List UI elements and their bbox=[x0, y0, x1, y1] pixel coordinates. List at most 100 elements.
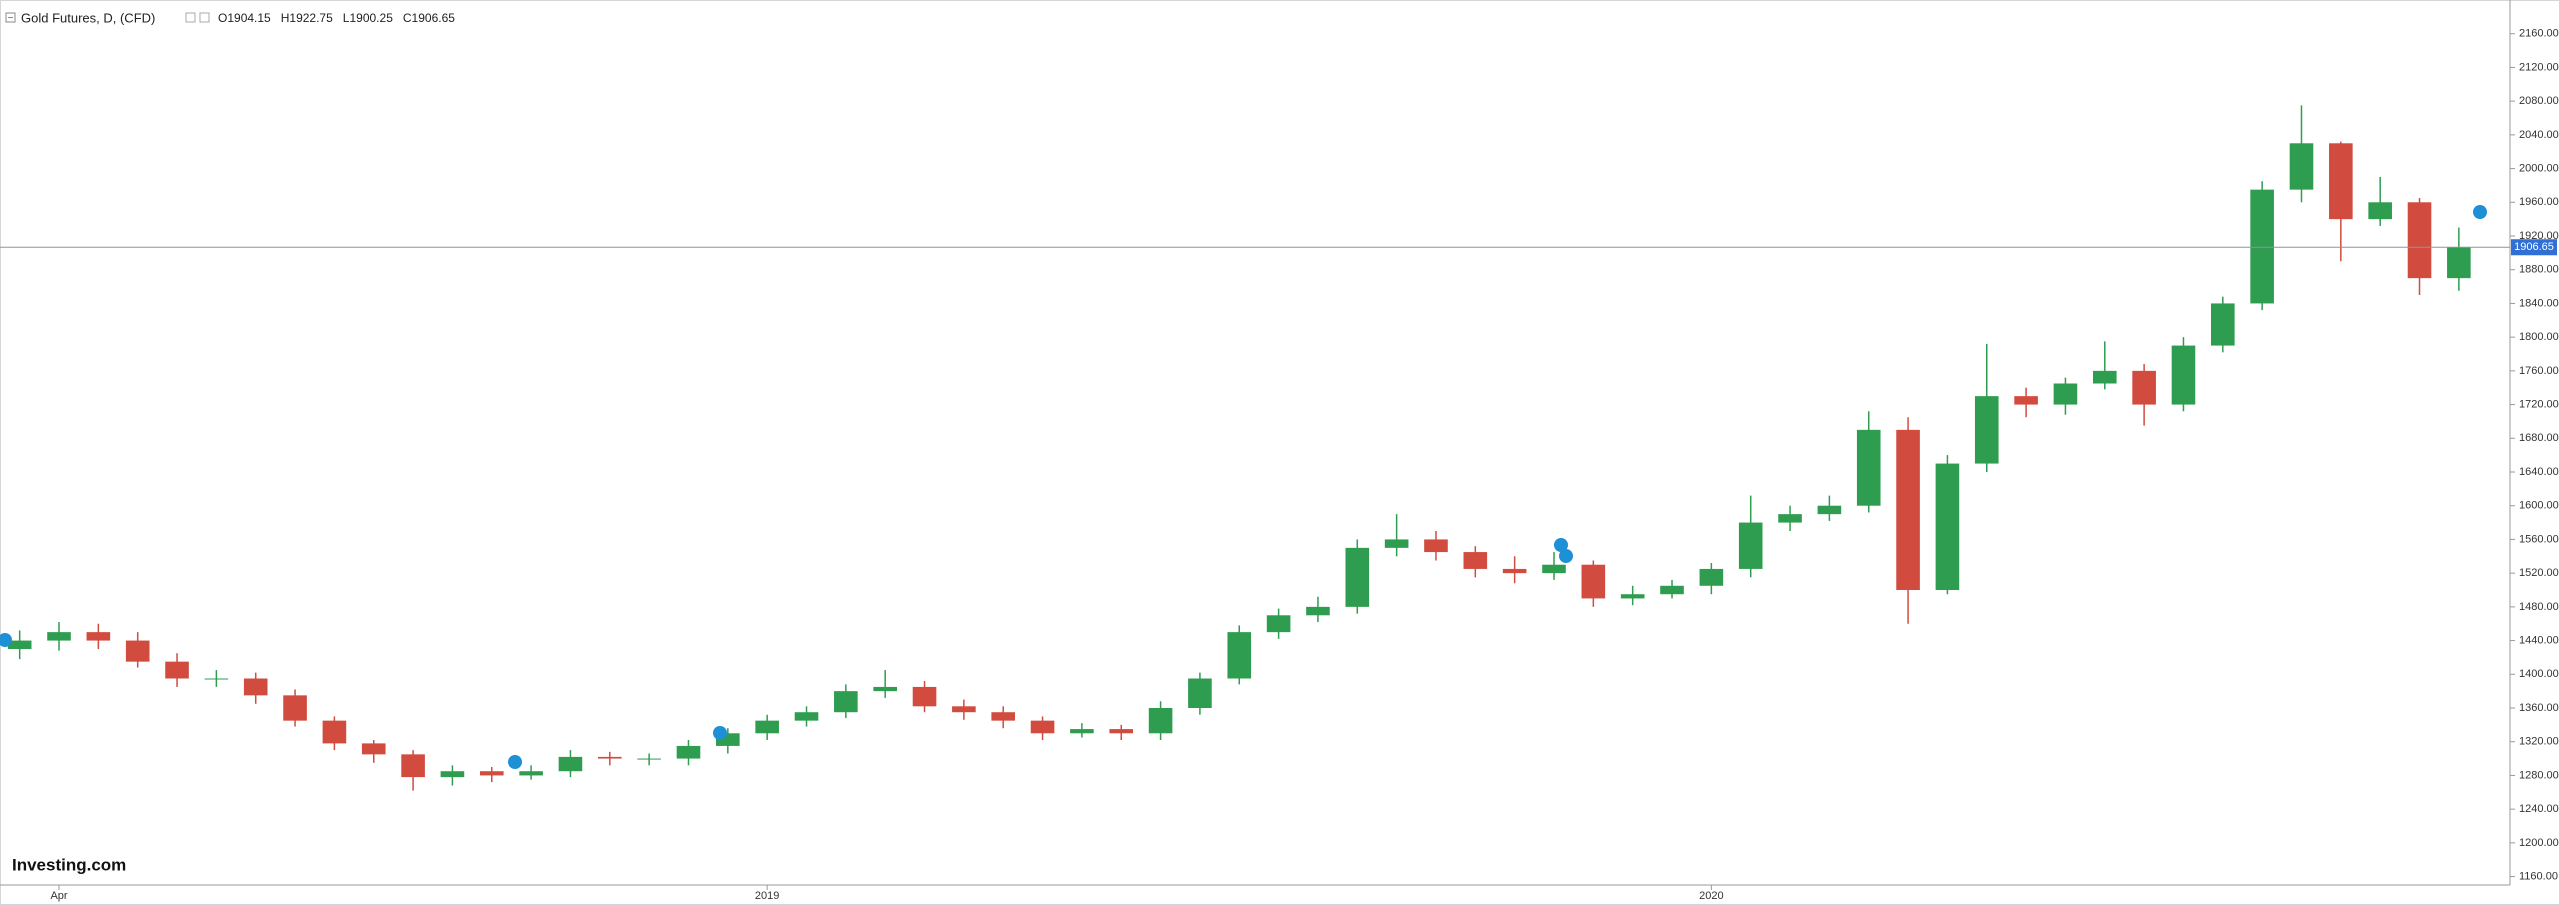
event-marker[interactable] bbox=[1559, 549, 1573, 563]
collapse-icon[interactable] bbox=[5, 12, 16, 23]
candle-body bbox=[7, 640, 32, 649]
candle-body bbox=[1109, 729, 1134, 734]
x-tick-label: Apr bbox=[50, 890, 67, 902]
candle-body bbox=[1306, 606, 1330, 616]
y-tick-label: 1480.00 bbox=[2519, 601, 2559, 613]
ohlc-item: L1900.25 bbox=[343, 11, 393, 25]
y-tick-label: 1400.00 bbox=[2519, 668, 2559, 680]
candle-body bbox=[86, 632, 111, 641]
y-tick-label: 2040.00 bbox=[2519, 129, 2559, 141]
ohlc-key: L bbox=[343, 11, 350, 25]
candle-body bbox=[519, 771, 543, 776]
candle-body bbox=[1345, 547, 1370, 607]
y-tick-label: 1960.00 bbox=[2519, 196, 2559, 208]
candle-body bbox=[676, 745, 701, 759]
candle-body bbox=[2329, 143, 2353, 220]
y-tick-label: 1640.00 bbox=[2519, 466, 2559, 478]
candle-body bbox=[1738, 522, 1763, 569]
candle-body bbox=[1148, 708, 1173, 734]
ohlc-item: H1922.75 bbox=[281, 11, 333, 25]
candle-body bbox=[952, 706, 976, 713]
y-tick-label: 1680.00 bbox=[2519, 432, 2559, 444]
candle-body bbox=[1384, 539, 1409, 548]
y-tick-label: 1240.00 bbox=[2519, 803, 2559, 815]
y-tick-label: 1800.00 bbox=[2519, 331, 2559, 343]
candle-body bbox=[2447, 247, 2471, 279]
candle-body bbox=[637, 758, 661, 760]
ohlc-key: C bbox=[403, 11, 412, 25]
candle-body bbox=[1699, 568, 1724, 586]
event-marker[interactable] bbox=[1554, 538, 1568, 552]
candle-body bbox=[1856, 429, 1881, 506]
candle-body bbox=[243, 678, 268, 696]
candle-body bbox=[2250, 189, 2274, 304]
event-marker[interactable] bbox=[713, 726, 727, 740]
ohlc-key: H bbox=[281, 11, 290, 25]
candle-body bbox=[1030, 720, 1055, 734]
candle-body bbox=[401, 754, 425, 778]
candle-body bbox=[2014, 396, 2038, 405]
y-tick-label: 2120.00 bbox=[2519, 61, 2559, 73]
candle-body bbox=[2407, 202, 2432, 279]
candle-body bbox=[912, 686, 937, 707]
candle-body bbox=[1660, 585, 1684, 595]
candle-body bbox=[1188, 678, 1212, 708]
candle-body bbox=[322, 720, 347, 744]
y-tick-label: 1200.00 bbox=[2519, 837, 2559, 849]
candle-body bbox=[1542, 564, 1566, 574]
candle-body bbox=[1778, 514, 1802, 523]
candle-body bbox=[597, 756, 622, 759]
candle-body bbox=[2171, 345, 2196, 405]
y-tick-label: 1600.00 bbox=[2519, 500, 2559, 512]
candles bbox=[7, 105, 2471, 791]
candle-body bbox=[2132, 370, 2156, 405]
candle-body bbox=[755, 720, 779, 734]
y-tick-label: 1160.00 bbox=[2519, 870, 2558, 882]
ohlc-value: 1904.15 bbox=[227, 11, 271, 25]
candle-body bbox=[283, 695, 307, 721]
event-marker[interactable] bbox=[2473, 205, 2487, 219]
candle-body bbox=[1266, 615, 1291, 633]
ohlc-item: C1906.65 bbox=[403, 11, 455, 25]
event-marker[interactable] bbox=[0, 633, 12, 647]
candle-body bbox=[2092, 370, 2117, 384]
candle-body bbox=[834, 691, 858, 713]
candle-body bbox=[1227, 632, 1252, 679]
candle-body bbox=[2289, 143, 2314, 190]
candle-body bbox=[1935, 463, 1960, 590]
y-tick-label: 1360.00 bbox=[2519, 702, 2559, 714]
candle-body bbox=[1817, 505, 1842, 515]
candle-body bbox=[204, 678, 229, 680]
candle-body bbox=[558, 756, 583, 772]
y-tick-label: 1520.00 bbox=[2519, 567, 2559, 579]
y-tick-label: 2080.00 bbox=[2519, 95, 2559, 107]
event-marker[interactable] bbox=[508, 755, 522, 769]
candle-body bbox=[479, 771, 504, 776]
y-tick-label: 1880.00 bbox=[2519, 264, 2559, 276]
watermark: Investing.com bbox=[12, 855, 126, 874]
ohlc-value: 1922.75 bbox=[289, 11, 333, 25]
x-tick-label: 2020 bbox=[1699, 890, 1723, 902]
candle-body bbox=[1502, 568, 1527, 574]
ohlc-value: 1900.25 bbox=[349, 11, 393, 25]
settings-icon bbox=[199, 12, 210, 23]
candle-body bbox=[1896, 429, 1920, 590]
y-tick-label: 1560.00 bbox=[2519, 533, 2559, 545]
y-tick-label: 1920.00 bbox=[2519, 230, 2559, 242]
candle-body bbox=[1974, 396, 1999, 464]
y-tick-label: 2000.00 bbox=[2519, 162, 2559, 174]
candle-body bbox=[361, 743, 386, 755]
settings-icon bbox=[185, 12, 196, 23]
candle-body bbox=[1581, 564, 1606, 599]
candle-body bbox=[1620, 594, 1645, 599]
symbol-title: Gold Futures, D, (CFD) bbox=[21, 10, 155, 25]
candle-body bbox=[47, 632, 71, 641]
last-price-box bbox=[2511, 239, 2557, 256]
candle-body bbox=[2211, 303, 2235, 346]
candle-body bbox=[991, 712, 1016, 721]
candle-body bbox=[125, 640, 150, 662]
candle-body bbox=[1463, 552, 1488, 569]
